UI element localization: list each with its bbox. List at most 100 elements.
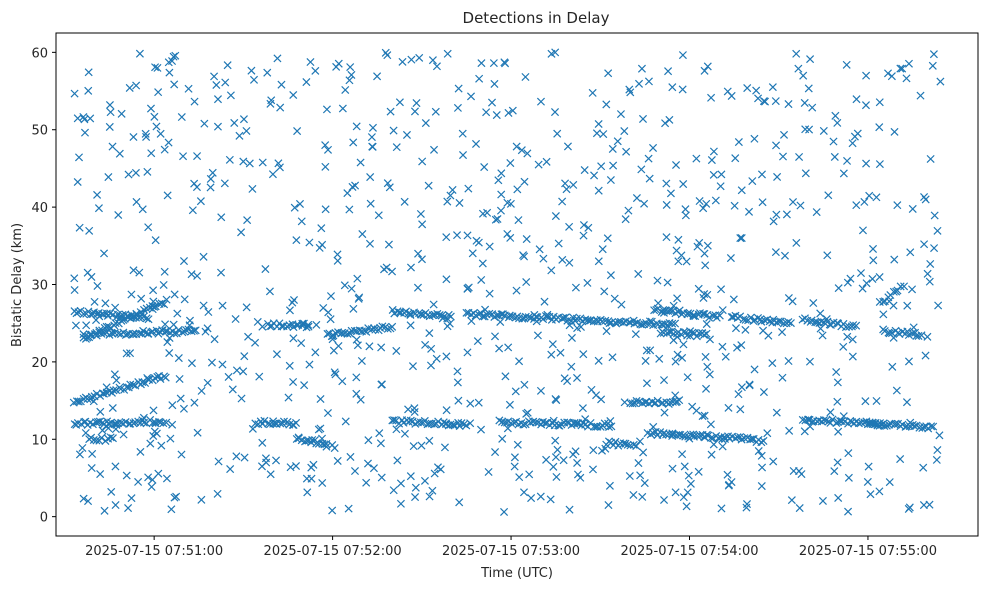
data-point <box>645 174 654 183</box>
data-point <box>729 312 738 322</box>
data-point <box>292 418 301 427</box>
data-point <box>680 462 689 471</box>
data-point <box>773 172 782 181</box>
data-point <box>149 286 158 295</box>
data-point <box>398 57 407 66</box>
data-point <box>844 473 853 482</box>
data-point <box>660 495 669 505</box>
data-point <box>580 166 589 175</box>
data-point <box>311 348 320 357</box>
data-point <box>748 177 757 186</box>
data-point <box>490 79 499 88</box>
data-point <box>365 239 375 248</box>
data-point <box>240 453 249 462</box>
data-point <box>508 106 517 115</box>
data-point <box>119 430 128 439</box>
data-point <box>536 492 545 501</box>
data-point <box>377 343 386 352</box>
data-point <box>605 481 614 490</box>
data-point <box>820 415 829 425</box>
data-point <box>249 75 259 84</box>
data-point <box>273 54 282 63</box>
data-point <box>905 503 914 512</box>
data-point <box>702 384 711 393</box>
data-point <box>772 408 781 417</box>
data-point <box>265 287 274 296</box>
data-point <box>392 143 401 152</box>
data-point <box>467 316 476 326</box>
data-point <box>771 97 780 106</box>
data-point <box>193 428 202 437</box>
data-point <box>832 368 841 377</box>
data-point <box>550 108 560 117</box>
data-point <box>547 350 556 359</box>
data-point <box>703 62 712 71</box>
data-point <box>453 231 462 240</box>
data-point <box>204 307 213 317</box>
data-point <box>551 48 560 57</box>
data-point <box>284 393 293 402</box>
data-point <box>708 311 717 320</box>
data-point <box>543 310 552 319</box>
data-point <box>333 256 342 265</box>
data-point <box>774 317 783 326</box>
data-point <box>406 321 415 330</box>
data-point <box>307 463 316 472</box>
data-point <box>634 269 643 278</box>
data-point <box>896 282 905 291</box>
data-point <box>796 201 805 210</box>
data-point <box>608 144 617 153</box>
data-point <box>709 440 718 449</box>
data-point <box>506 233 515 242</box>
data-point <box>165 349 174 358</box>
data-point <box>920 240 929 249</box>
data-point <box>258 158 267 167</box>
data-point <box>737 186 746 195</box>
data-point <box>923 269 932 278</box>
data-point <box>125 83 134 92</box>
data-point <box>321 162 330 171</box>
data-point <box>731 324 741 333</box>
data-point <box>462 308 471 317</box>
data-point <box>228 385 237 394</box>
data-point <box>352 373 361 382</box>
data-point <box>625 85 634 94</box>
data-point <box>377 380 386 389</box>
data-point <box>106 433 115 442</box>
data-point <box>149 297 158 306</box>
data-point <box>848 335 857 344</box>
data-point <box>137 294 146 303</box>
data-point <box>594 257 603 266</box>
data-point <box>150 427 159 436</box>
data-point <box>512 286 521 295</box>
data-point <box>402 130 411 139</box>
y-tick-label: 10 <box>31 433 48 448</box>
data-point <box>385 183 394 192</box>
data-point <box>861 397 870 406</box>
data-point <box>132 309 141 318</box>
data-point <box>272 350 281 359</box>
data-point <box>352 389 361 398</box>
data-point <box>778 373 787 382</box>
data-point <box>716 182 725 191</box>
data-point <box>506 159 515 168</box>
data-point <box>757 451 766 460</box>
data-point <box>678 450 687 459</box>
data-point <box>153 63 162 72</box>
data-point <box>429 145 439 154</box>
data-point <box>659 308 668 317</box>
data-point <box>553 445 562 454</box>
data-point <box>323 408 332 418</box>
data-point <box>165 333 174 343</box>
data-point <box>819 126 828 135</box>
data-point <box>506 419 516 428</box>
data-point <box>217 213 226 222</box>
data-point <box>70 89 79 98</box>
data-point <box>635 437 645 446</box>
data-point <box>481 305 490 314</box>
data-point <box>933 226 942 235</box>
data-point <box>599 130 608 139</box>
data-point <box>169 320 178 329</box>
data-point <box>700 249 709 258</box>
data-point <box>700 310 709 319</box>
